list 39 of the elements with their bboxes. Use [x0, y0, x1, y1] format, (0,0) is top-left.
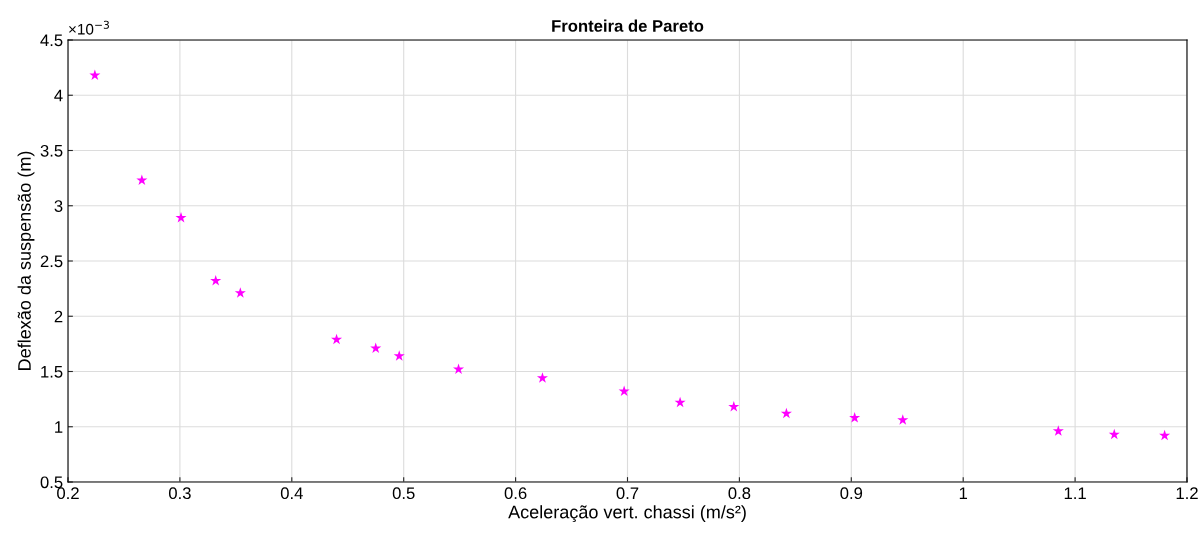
x-tick-label: 0.4: [280, 487, 303, 500]
x-axis-title: Aceleração vert. chassi (m/s²): [508, 505, 746, 523]
x-tick-label: 0.3: [168, 487, 191, 500]
text: ×10$^{−3}$: [69, 20, 109, 35]
point: [1108, 428, 1120, 440]
point: [897, 414, 909, 425]
y-tick-label: 1.5: [41, 366, 63, 378]
x-tick-label: 0.5: [392, 487, 415, 500]
x-tick-label: 0.6: [504, 487, 527, 500]
x-tick-label: 0.9: [840, 487, 863, 500]
chart-title: Fronteira de Pareto: [552, 19, 704, 32]
point: [1159, 429, 1171, 441]
point: [210, 275, 222, 286]
y-tick-label: 3.5: [40, 144, 63, 157]
x-tick-label: 0.7: [616, 487, 639, 500]
point: [1052, 425, 1064, 436]
y-tick-label: 1: [55, 421, 63, 433]
point: [849, 412, 861, 423]
point: [453, 363, 465, 374]
point: [234, 287, 246, 298]
x-tick-label: 1: [959, 487, 968, 499]
x-tick-label: 1.2: [1176, 487, 1198, 499]
y-tick-label: 4: [54, 89, 63, 102]
y-tick-label: 0.5: [40, 476, 63, 489]
x-tick-label: 0.8: [728, 487, 751, 500]
point: [331, 333, 343, 345]
point: [175, 212, 187, 223]
x-tick-label: 1.1: [1064, 487, 1086, 499]
y-tick-label: 2: [54, 310, 63, 323]
point: [780, 407, 792, 419]
x-tick-label: 0.2: [57, 487, 79, 500]
point: [370, 342, 382, 353]
point: [393, 350, 405, 361]
y-axis-title: Deflexão da suspensão (m): [17, 151, 35, 370]
point: [536, 372, 548, 383]
y-tick-label: 2.5: [40, 255, 63, 268]
y-tick-label: 3: [54, 200, 63, 212]
point: [728, 401, 740, 412]
y-tick-label: 4.5: [40, 34, 63, 47]
